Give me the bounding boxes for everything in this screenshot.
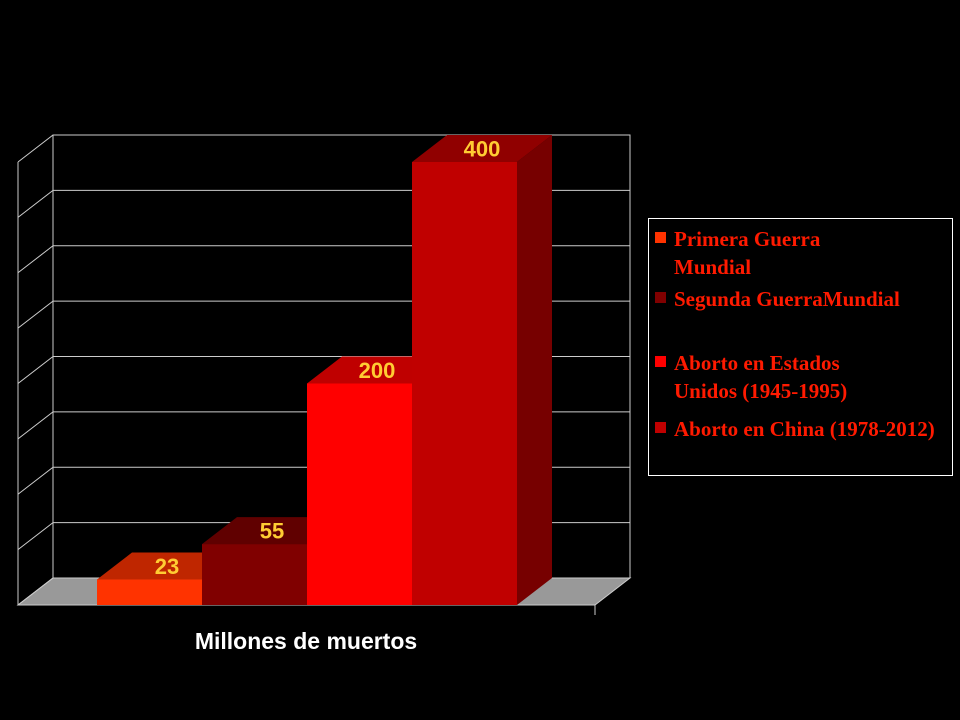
bar-front (202, 544, 307, 605)
value-label: 400 (464, 137, 501, 162)
legend-swatch (655, 422, 666, 433)
bar-side (517, 135, 552, 605)
legend-entry: Aborto en Estados Unidos (1945-1995) (655, 349, 889, 405)
value-label: 55 (260, 519, 284, 544)
legend-swatch (655, 292, 666, 303)
legend-entry: Aborto en China (1978-2012) (655, 415, 944, 443)
value-label: 200 (359, 358, 396, 383)
x-tick-label: Millones de muertos (195, 628, 417, 654)
legend-label: Aborto en China (1978-2012) (674, 417, 935, 441)
legend-label: Primera Guerra Mundial (674, 227, 821, 279)
bar-front (97, 579, 202, 605)
legend-label: Segunda GuerraMundial (674, 287, 900, 311)
legend-swatch (655, 232, 666, 243)
legend-swatch (655, 356, 666, 367)
bar (412, 135, 552, 605)
legend-entry: Segunda GuerraMundial (655, 285, 924, 313)
bar-front (307, 383, 412, 605)
grid-line (17, 134, 630, 163)
legend-entry: Primera Guerra Mundial (655, 225, 889, 281)
value-label: 23 (155, 554, 179, 579)
bar-top (412, 135, 552, 162)
bar-front (412, 162, 517, 605)
legend: Primera Guerra Mundial Segunda GuerraMund… (648, 218, 953, 476)
legend-label: Aborto en Estados Unidos (1945-1995) (674, 351, 848, 403)
